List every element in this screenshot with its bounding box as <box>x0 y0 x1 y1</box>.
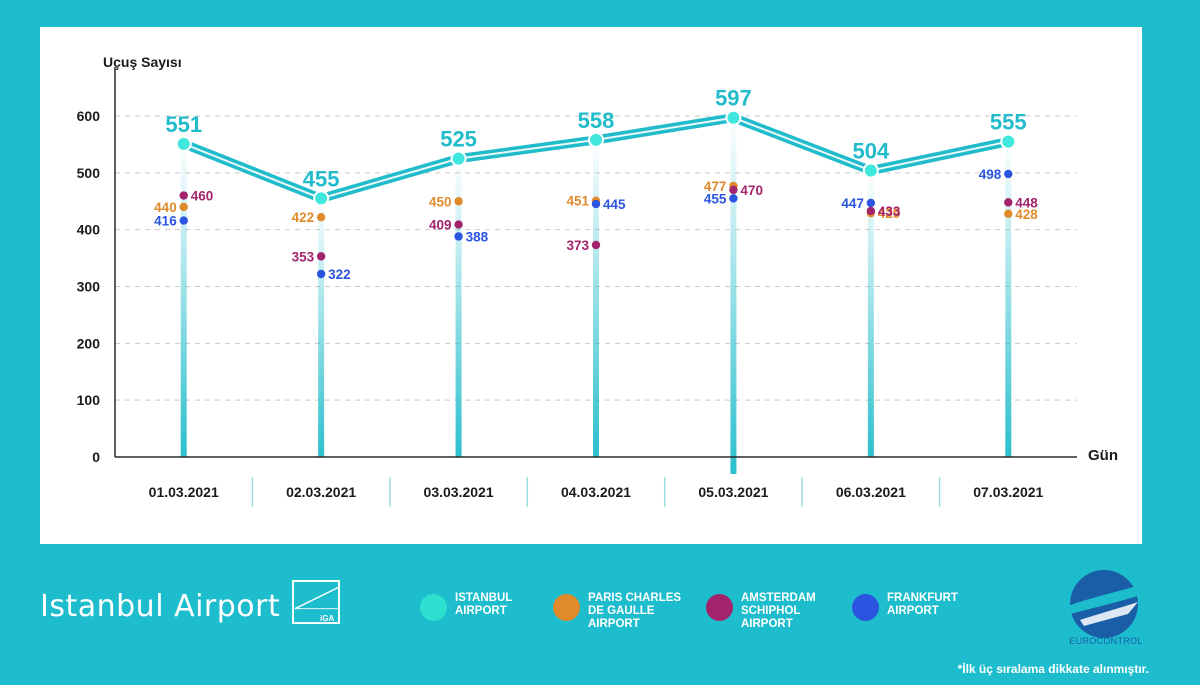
amsterdam-point <box>316 252 326 261</box>
frankfurt-value-label: 388 <box>466 229 489 244</box>
amsterdam-point <box>591 240 601 250</box>
amsterdam-value-label: 353 <box>292 249 315 264</box>
frankfurt-value-label: 445 <box>603 197 626 212</box>
amsterdam-point <box>1004 198 1013 207</box>
istanbul-value-label: 551 <box>165 112 202 137</box>
y-tick-label: 300 <box>77 279 101 295</box>
paris-value-label: 451 <box>566 194 589 209</box>
istanbul-point <box>588 131 604 148</box>
x-axis-title: Gün <box>1088 447 1118 464</box>
frankfurt-value-label: 322 <box>328 267 351 282</box>
x-tick-label: 04.03.2021 <box>561 484 631 500</box>
iga-logo-icon <box>292 580 340 624</box>
frankfurt-value-label: 416 <box>154 214 177 229</box>
legend-item-istanbul: ISTANBUL AIRPORT <box>420 592 565 621</box>
y-axis-title: Uçuş Sayısı <box>103 54 182 70</box>
amsterdam-value-label: 470 <box>740 183 763 198</box>
istanbul-point <box>862 162 879 179</box>
istanbul-airport-brand: Istanbul Airport <box>40 584 280 628</box>
y-tick-label: 0 <box>92 449 100 465</box>
paris-point <box>1004 209 1013 218</box>
stem-bar <box>180 143 187 457</box>
x-tick-label: 06.03.2021 <box>836 484 906 500</box>
legend-item-paris: PARIS CHARLES DE GAULLE AIRPORT <box>553 592 698 631</box>
frankfurt-point <box>729 194 738 203</box>
legend: ISTANBUL AIRPORT PARIS CHARLES DE GAULLE… <box>0 592 1200 652</box>
istanbul-value-label: 455 <box>303 166 340 191</box>
paris-value-label: 440 <box>154 200 177 215</box>
eurocontrol-text: EUROCONTROL <box>1069 636 1143 646</box>
y-tick-label: 200 <box>77 335 101 351</box>
istanbul-point <box>450 150 467 167</box>
istanbul-value-label: 558 <box>578 108 615 133</box>
amsterdam-point <box>179 191 188 200</box>
amsterdam-point <box>866 206 876 216</box>
istanbul-value-label: 525 <box>440 127 477 152</box>
legend-label: AMSTERDAM SCHIPHOL AIRPORT <box>741 592 816 630</box>
amsterdam-value-label: 448 <box>1015 195 1038 210</box>
footnote: *İlk üç sıralama dikkate alınmıştır. <box>957 662 1149 676</box>
legend-label: FRANKFURT AIRPORT <box>887 592 958 617</box>
stem-bar <box>730 117 737 474</box>
legend-label: ISTANBUL AIRPORT <box>455 592 513 617</box>
istanbul-point <box>1000 133 1017 150</box>
paris-point <box>179 202 188 212</box>
frankfurt-point <box>1004 169 1013 179</box>
paris-point <box>454 197 463 206</box>
legend-dot-icon <box>852 594 879 621</box>
frankfurt-value-label: 455 <box>704 191 727 206</box>
paris-value-label: 422 <box>292 210 315 225</box>
paris-point <box>316 212 326 222</box>
eurocontrol-logo-icon <box>1068 570 1150 638</box>
istanbul-value-label: 597 <box>715 86 752 111</box>
frankfurt-point <box>454 232 463 241</box>
amsterdam-point <box>454 220 463 229</box>
legend-item-amsterdam: AMSTERDAM SCHIPHOL AIRPORT <box>706 592 851 631</box>
paris-value-label: 477 <box>704 179 727 194</box>
legend-dot-icon <box>420 594 447 621</box>
istanbul-value-label: 504 <box>852 139 889 164</box>
brand-name: Istanbul Airport <box>40 588 281 624</box>
amsterdam-value-label: 373 <box>566 238 589 253</box>
y-tick-label: 500 <box>77 165 101 181</box>
y-tick-label: 100 <box>77 392 101 408</box>
x-tick-label: 05.03.2021 <box>698 484 768 500</box>
frankfurt-value-label: 447 <box>841 196 864 211</box>
x-tick-label: 03.03.2021 <box>424 484 494 500</box>
legend-label: PARIS CHARLES DE GAULLE AIRPORT <box>588 592 682 630</box>
frankfurt-point <box>866 198 876 208</box>
paris-value-label: 450 <box>429 194 452 209</box>
istanbul-value-label: 555 <box>990 110 1027 135</box>
istanbul-point <box>313 190 330 207</box>
amsterdam-value-label: 409 <box>429 218 452 233</box>
legend-item-frankfurt: FRANKFURT AIRPORT <box>852 592 997 621</box>
x-tick-label: 01.03.2021 <box>149 484 219 500</box>
legend-dot-icon <box>553 594 580 621</box>
stem-bar <box>1005 141 1012 457</box>
amsterdam-value-label: 433 <box>878 204 901 219</box>
y-tick-label: 600 <box>77 108 101 124</box>
x-tick-label: 07.03.2021 <box>973 484 1043 500</box>
stem-bar <box>455 158 462 457</box>
amsterdam-value-label: 460 <box>191 189 214 204</box>
frankfurt-point <box>316 269 326 279</box>
frankfurt-value-label: 498 <box>979 167 1002 182</box>
istanbul-point <box>175 135 192 152</box>
stem-bar <box>867 170 874 457</box>
x-tick-label: 02.03.2021 <box>286 484 356 500</box>
paris-value-label: 428 <box>1015 207 1038 222</box>
stem-bar <box>318 198 325 458</box>
legend-dot-icon <box>706 594 733 621</box>
istanbul-point <box>725 109 742 126</box>
chart-card: 551 455 525 558 597 504 555 440 422 450 451 477 429 4… <box>40 27 1142 544</box>
frankfurt-point <box>591 199 601 209</box>
paris-value-label: 429 <box>878 206 901 221</box>
iga-logo-text: iGA <box>320 614 335 623</box>
frankfurt-point <box>179 216 188 225</box>
y-tick-label: 400 <box>77 222 101 238</box>
stem-bar <box>593 139 599 457</box>
amsterdam-point <box>729 185 738 195</box>
